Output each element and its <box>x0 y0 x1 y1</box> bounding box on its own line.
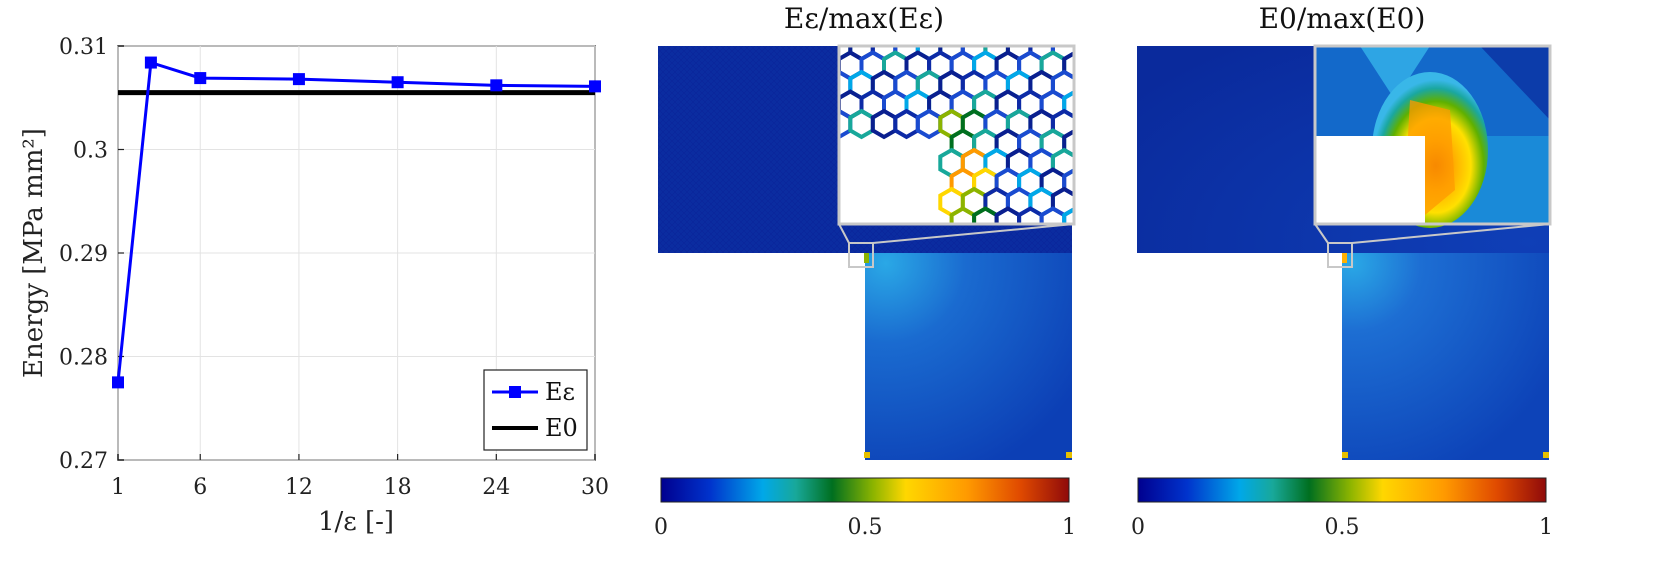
lower-domain <box>1342 253 1549 460</box>
e-eps-heatmap-panel: Eε/max(Eε) 0 0.5 1 <box>654 2 1087 540</box>
inset-hex-cells <box>839 14 1087 224</box>
y-tick-label: 0.3 <box>73 139 108 164</box>
legend-label-e-eps: Eε <box>545 378 575 406</box>
series-e-eps-point <box>144 56 157 69</box>
inset-hex-lattice <box>837 14 1087 226</box>
x-axis-ticks: 1 6 12 18 24 30 <box>111 454 609 500</box>
panel-title-e-eps: Eε/max(Eε) <box>784 2 944 35</box>
corner-hotspot-right <box>1066 452 1072 458</box>
hex-cell <box>1039 206 1067 224</box>
x-tick-label: 1 <box>111 475 125 500</box>
energy-line-chart: 1 6 12 18 24 30 0.27 0.28 0.29 0.3 0.31 1/ε [-] E… <box>19 35 609 537</box>
colorbar <box>660 477 1070 503</box>
corner-hotspot-left <box>1342 452 1348 458</box>
panel-title-e0: E0/max(E0) <box>1259 2 1426 35</box>
hex-cell <box>952 14 975 40</box>
hex-cell <box>949 206 977 224</box>
colorbar-tick-1: 1 <box>1539 515 1553 540</box>
x-axis-title: 1/ε [-] <box>318 507 394 537</box>
hex-cell <box>974 14 997 40</box>
colorbar-tick-0-5: 0.5 <box>848 515 883 540</box>
e0-heatmap-panel: E0/max(E0) 0 0.5 1 <box>1131 2 1553 540</box>
zoom-connector-right <box>1351 223 1551 244</box>
inset-field-zoom <box>1313 44 1552 228</box>
hex-cell <box>994 206 1022 224</box>
zoom-connector-left <box>1314 223 1329 244</box>
series-e-eps-point <box>490 79 503 92</box>
series-e-eps-point <box>589 80 601 93</box>
y-axis-title: Energy [MPa mm²] <box>19 128 49 378</box>
series-e-eps-point <box>391 76 404 89</box>
colorbar-tick-0: 0 <box>654 515 668 540</box>
corner-hotspot-left <box>864 452 870 458</box>
x-tick-label: 18 <box>384 475 412 500</box>
legend-marker-e-eps <box>509 386 521 398</box>
x-tick-label: 30 <box>581 475 609 500</box>
x-tick-label: 12 <box>285 475 313 500</box>
colorbar-tick-0: 0 <box>1131 515 1145 540</box>
y-tick-label: 0.31 <box>59 35 108 60</box>
colorbar-tick-0-5: 0.5 <box>1325 515 1360 540</box>
x-tick-label: 24 <box>482 475 510 500</box>
series-lines <box>112 56 601 389</box>
hex-cell <box>1064 14 1087 40</box>
legend: Eε E0 <box>483 369 588 451</box>
hex-cell <box>1019 14 1042 40</box>
x-tick-label: 6 <box>193 475 207 500</box>
y-tick-label: 0.27 <box>59 449 108 474</box>
zoom-marker <box>1327 242 1353 268</box>
y-tick-label: 0.29 <box>59 242 108 267</box>
series-e-eps-point <box>292 73 305 86</box>
reentrant-corner-hotspot <box>1342 253 1347 263</box>
legend-box <box>483 369 588 451</box>
hex-cell <box>1042 14 1065 40</box>
corner-hotspot-right <box>1543 452 1549 458</box>
colorbar-tick-1: 1 <box>1062 515 1076 540</box>
y-axis-ticks: 0.27 0.28 0.29 0.3 0.31 <box>59 35 124 474</box>
hex-cell <box>1017 206 1044 224</box>
colorbar <box>1137 477 1547 503</box>
y-tick-label: 0.28 <box>59 346 108 371</box>
gridlines <box>117 45 596 461</box>
legend-label-e0: E0 <box>545 414 578 442</box>
lower-domain <box>865 253 1072 460</box>
zoom-connector-right <box>872 223 1075 244</box>
hex-cell <box>997 14 1020 40</box>
hex-cell <box>972 206 999 224</box>
series-e-eps-point <box>112 376 124 389</box>
series-e-eps-point <box>194 72 207 85</box>
reentrant-corner-hotspot <box>864 253 869 263</box>
zoom-connector-left <box>838 223 850 244</box>
zoom-marker <box>848 242 874 268</box>
